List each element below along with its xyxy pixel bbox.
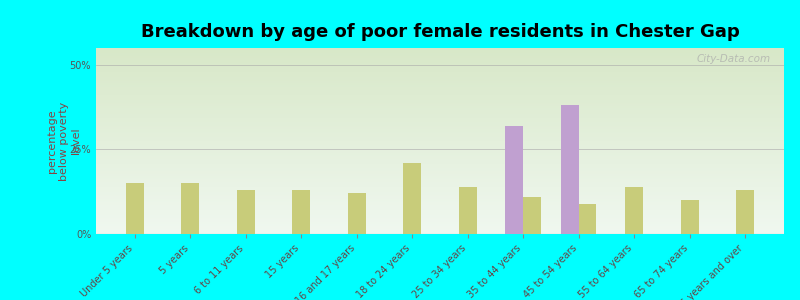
Bar xyxy=(403,163,421,234)
Text: City-Data.com: City-Data.com xyxy=(696,54,770,64)
Y-axis label: percentage
below poverty
level: percentage below poverty level xyxy=(47,101,81,181)
Bar xyxy=(506,126,523,234)
Bar xyxy=(523,197,541,234)
Bar xyxy=(126,183,144,234)
Bar xyxy=(348,194,366,234)
Bar xyxy=(626,187,643,234)
Title: Breakdown by age of poor female residents in Chester Gap: Breakdown by age of poor female resident… xyxy=(141,23,739,41)
Bar xyxy=(681,200,698,234)
Bar xyxy=(237,190,254,234)
Bar xyxy=(459,187,477,234)
Bar xyxy=(293,190,310,234)
Bar xyxy=(182,183,199,234)
Bar xyxy=(736,190,754,234)
Bar xyxy=(561,106,578,234)
Bar xyxy=(578,204,597,234)
